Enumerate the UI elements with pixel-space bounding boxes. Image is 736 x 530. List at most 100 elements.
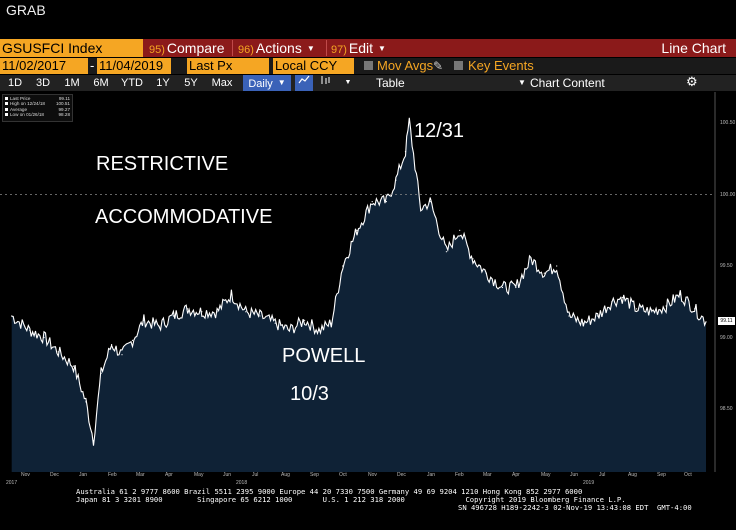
legend-row: High on 12/24/18 100.51 xyxy=(5,101,70,106)
data-point xyxy=(530,258,532,260)
data-point xyxy=(187,308,189,310)
end-date-field[interactable]: 11/04/2019 xyxy=(97,58,171,74)
data-point xyxy=(515,286,517,289)
period-button-ytd[interactable]: YTD xyxy=(121,77,143,89)
data-point xyxy=(705,321,707,323)
peak-date-annotation: 12/31 xyxy=(414,120,465,142)
key-events-label[interactable]: Key Events xyxy=(468,58,534,73)
legend-swatch xyxy=(5,113,8,117)
chart-legend: Last Price 99.11 High on 12/24/18 100.51 Ave… xyxy=(2,94,73,122)
x-year-label: 2017 xyxy=(6,480,18,486)
data-point xyxy=(408,121,410,123)
legend-value: 99.27 xyxy=(58,106,71,112)
chart-content-button[interactable]: Chart Content xyxy=(530,76,605,90)
data-point xyxy=(356,229,358,231)
ticker-field[interactable]: GSUSFCI Index xyxy=(0,39,143,57)
gear-icon[interactable]: ⚙ xyxy=(686,74,698,89)
legend-value: 100.51 xyxy=(55,101,70,107)
data-point xyxy=(651,311,653,313)
data-point xyxy=(342,265,344,267)
legend-swatch xyxy=(5,97,8,101)
key-events-checkbox[interactable] xyxy=(454,61,463,70)
data-point xyxy=(472,258,474,260)
data-point xyxy=(611,301,613,303)
actions-button[interactable]: 96) Actions ▼ xyxy=(238,39,315,57)
price-area xyxy=(11,117,706,472)
data-point xyxy=(445,251,447,253)
period-button-3d[interactable]: 3D xyxy=(35,77,51,89)
x-tick-label: Nov xyxy=(368,472,377,478)
line-chart-icon[interactable] xyxy=(295,75,313,91)
table-button[interactable]: Table xyxy=(376,76,405,90)
x-tick-label: Sep xyxy=(657,472,666,478)
mov-avgs-checkbox[interactable] xyxy=(364,61,373,70)
period-button-1d[interactable]: 1D xyxy=(7,77,23,89)
currency-select[interactable]: Local CCY xyxy=(273,58,354,74)
compare-label: Compare xyxy=(166,40,225,56)
start-date-field[interactable]: 11/02/2017 xyxy=(0,58,88,74)
period-button-max[interactable]: Max xyxy=(211,77,233,89)
legend-label: High on 12/24/18 xyxy=(10,101,45,107)
chart-view-label[interactable]: Line Chart xyxy=(661,40,726,56)
data-point xyxy=(11,315,13,317)
frequency-label: Daily xyxy=(248,78,273,90)
period-button-5y[interactable]: 5Y xyxy=(184,77,198,89)
toolbar-divider xyxy=(326,40,327,56)
actions-label: Actions xyxy=(255,40,302,56)
x-tick-label: Oct xyxy=(684,472,692,478)
y-tick-label: 100.00 xyxy=(720,191,736,198)
x-tick-label: Jun xyxy=(570,472,579,478)
data-point xyxy=(636,308,638,310)
legend-swatch xyxy=(5,102,8,106)
edit-button[interactable]: 97) Edit ▼ xyxy=(331,39,386,57)
y-tick-label: 99.50 xyxy=(720,263,733,269)
x-tick-label: Mar xyxy=(136,472,145,478)
data-point xyxy=(259,315,261,317)
y-tick-label: 100.50 xyxy=(720,120,736,126)
bar-chart-icon[interactable] xyxy=(316,75,334,91)
period-toolbar xyxy=(0,75,736,91)
frequency-select[interactable]: Daily ▼ xyxy=(243,75,291,91)
period-button-6m[interactable]: 6M xyxy=(93,77,109,89)
data-point xyxy=(57,351,59,353)
data-point xyxy=(371,201,373,203)
price-line xyxy=(11,117,707,446)
chart-type-caret-icon[interactable]: ▼ xyxy=(344,79,352,86)
data-point xyxy=(679,294,681,296)
data-point xyxy=(582,322,584,324)
data-point xyxy=(420,208,422,210)
data-point xyxy=(131,339,134,341)
period-button-1y[interactable]: 1Y xyxy=(156,77,170,89)
x-tick-label: Dec xyxy=(397,472,406,478)
last-price-tag: 99.11 xyxy=(718,317,735,325)
x-tick-label: May xyxy=(541,472,551,478)
x-tick-label: Jan xyxy=(79,472,88,478)
data-point xyxy=(485,272,487,274)
data-point xyxy=(556,265,558,267)
price-field-select[interactable]: Last Px xyxy=(187,58,269,74)
data-point xyxy=(501,286,504,289)
actions-number: 96) xyxy=(238,44,254,56)
data-point xyxy=(274,322,276,324)
period-button-1m[interactable]: 1M xyxy=(64,77,80,89)
legend-label: Average xyxy=(10,106,28,112)
x-tick-label: Feb xyxy=(108,472,117,478)
data-point xyxy=(621,296,623,299)
legend-swatch xyxy=(5,107,8,111)
pencil-icon[interactable]: ✎ xyxy=(433,59,444,73)
compare-button[interactable]: 95) Compare xyxy=(149,39,225,57)
x-tick-label: Feb xyxy=(455,472,464,478)
price-chart xyxy=(0,92,716,472)
x-year-label: 2018 xyxy=(236,480,248,486)
legend-value: 99.11 xyxy=(58,96,70,101)
actions-caret-icon: ▼ xyxy=(306,44,315,53)
legend-row: Average 99.27 xyxy=(5,107,70,112)
data-point xyxy=(385,201,387,203)
chart-content-caret-icon[interactable]: ▼ xyxy=(518,78,526,87)
toolbar-divider xyxy=(232,40,233,56)
data-point xyxy=(459,229,461,231)
mov-avgs-label[interactable]: Mov Avgs xyxy=(377,58,434,73)
data-point xyxy=(230,294,232,296)
x-tick-label: Aug xyxy=(628,472,637,478)
edit-caret-icon: ▼ xyxy=(378,44,386,53)
